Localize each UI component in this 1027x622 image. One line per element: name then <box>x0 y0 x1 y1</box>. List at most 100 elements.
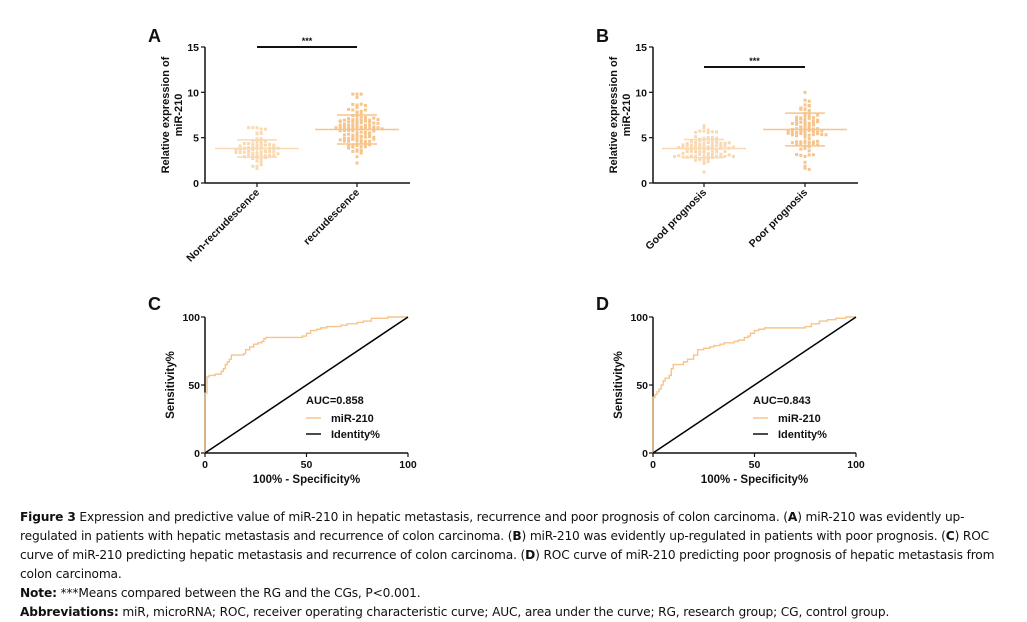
data-point <box>255 137 259 141</box>
data-point <box>347 120 351 124</box>
data-point <box>698 139 702 143</box>
data-point <box>803 98 807 102</box>
data-point <box>351 108 355 112</box>
data-point <box>255 131 259 135</box>
data-point <box>807 129 811 133</box>
data-point <box>719 154 723 158</box>
data-point <box>259 143 263 147</box>
abbreviations-text: miR, microRNA; ROC, receiver operating c… <box>118 605 890 619</box>
caption-ref-c: C <box>945 529 955 543</box>
data-point <box>803 107 807 111</box>
panel-label: A <box>148 26 161 46</box>
data-point <box>351 145 355 149</box>
data-point <box>811 129 815 133</box>
data-point <box>803 160 807 164</box>
legend-label: miR-210 <box>778 413 821 425</box>
data-point <box>689 154 693 158</box>
data-point <box>268 149 272 153</box>
data-point <box>685 141 689 145</box>
figure-caption: Figure 3 Expression and predictive value… <box>20 508 1010 622</box>
data-point <box>347 143 351 147</box>
y-tick-label: 0 <box>641 178 647 190</box>
data-point <box>795 140 799 144</box>
data-point <box>706 160 710 164</box>
data-point <box>363 116 367 120</box>
figure-label: Figure 3 <box>20 510 76 524</box>
data-point <box>363 132 367 136</box>
data-point <box>359 109 363 113</box>
data-point <box>242 150 246 154</box>
data-point <box>698 150 702 154</box>
data-point <box>820 129 824 133</box>
data-point <box>710 149 714 153</box>
panel-label: B <box>596 26 609 46</box>
data-point <box>706 128 710 132</box>
data-point <box>368 127 372 131</box>
data-point <box>698 129 702 133</box>
data-point <box>342 122 346 126</box>
y-tick-label: 100 <box>182 312 200 324</box>
data-point <box>799 140 803 144</box>
y-tick-label: 0 <box>642 448 648 460</box>
data-point <box>259 157 263 161</box>
data-point <box>710 135 714 139</box>
data-point <box>807 149 811 153</box>
data-point <box>251 146 255 150</box>
data-point <box>255 126 259 130</box>
data-point <box>795 127 799 131</box>
data-point <box>355 106 359 110</box>
y-tick-label: 50 <box>636 380 648 392</box>
data-point <box>681 145 685 149</box>
data-point <box>727 141 731 145</box>
data-point <box>790 130 794 134</box>
data-point <box>706 140 710 144</box>
data-point <box>731 154 735 158</box>
data-point <box>368 135 372 139</box>
y-tick-label: 0 <box>194 448 200 460</box>
data-point <box>247 146 251 150</box>
data-point <box>706 131 710 135</box>
data-point <box>251 154 255 158</box>
data-point <box>372 135 376 139</box>
data-point <box>698 158 702 162</box>
roc-series-identity- <box>652 316 857 454</box>
data-point <box>342 128 346 132</box>
data-point <box>359 141 363 145</box>
roc-series-mir-210 <box>652 316 856 453</box>
data-point <box>811 153 815 157</box>
x-tick-label: 50 <box>301 459 313 471</box>
caption-text: ) ROC curve of miR-210 predicting hepati… <box>20 529 990 562</box>
abbreviations-label: Abbreviations: <box>20 605 119 619</box>
data-point <box>247 153 251 157</box>
data-point <box>268 142 272 146</box>
y-axis-label: Sensitivity% <box>165 351 177 419</box>
data-point <box>799 107 803 111</box>
data-point <box>677 146 681 150</box>
data-point <box>251 151 255 155</box>
data-point <box>811 121 815 125</box>
data-point <box>799 142 803 146</box>
data-point <box>347 128 351 132</box>
data-point <box>719 152 723 156</box>
data-point <box>807 121 811 125</box>
data-point <box>807 114 811 118</box>
data-point <box>259 150 263 154</box>
caption-abbreviations: Abbreviations: miR, microRNA; ROC, recei… <box>20 603 1010 622</box>
x-tick-label: 50 <box>749 459 761 471</box>
data-point <box>259 161 263 165</box>
data-point <box>234 148 238 152</box>
data-point <box>263 150 267 154</box>
data-point <box>702 157 706 161</box>
data-point <box>355 111 359 115</box>
data-point <box>372 116 376 120</box>
note-text: ***Means compared between the RG and the… <box>56 586 421 600</box>
data-point <box>359 119 363 123</box>
data-point <box>376 118 380 122</box>
data-point <box>342 133 346 137</box>
data-point <box>803 166 807 170</box>
data-point <box>372 125 376 129</box>
data-point <box>795 120 799 124</box>
data-point <box>685 144 689 148</box>
data-point <box>347 146 351 150</box>
data-point <box>706 157 710 161</box>
